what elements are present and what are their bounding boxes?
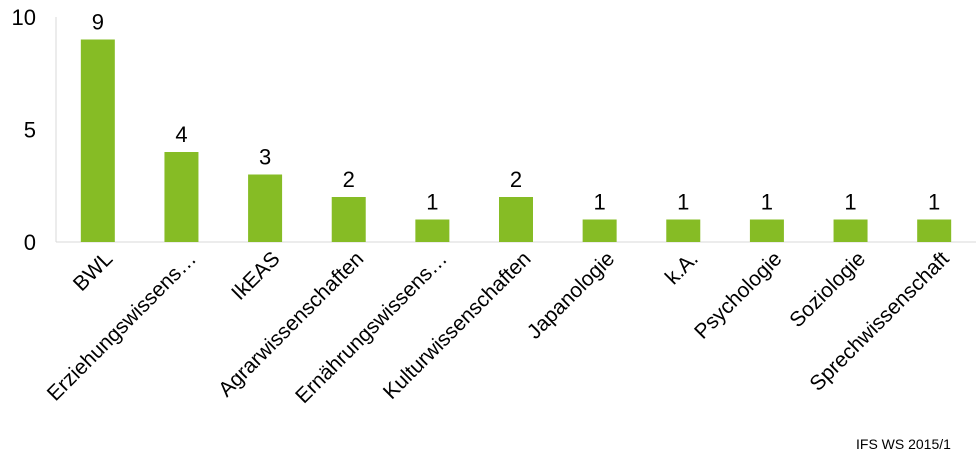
bar (248, 174, 283, 242)
data-label: 1 (594, 190, 606, 215)
bar (499, 197, 533, 242)
category-label: k.A. (661, 247, 703, 289)
y-tick-label: 0 (24, 230, 36, 255)
data-label: 3 (259, 145, 271, 170)
category-label: IkEAS (227, 247, 285, 305)
data-label: 1 (761, 190, 773, 215)
data-labels-group: 9 4 3 2 1 2 1 1 1 1 1 (92, 10, 941, 215)
data-label: 2 (510, 167, 522, 192)
data-label: 1 (928, 190, 940, 215)
bars-group (80, 39, 952, 242)
data-label: 1 (677, 190, 689, 215)
category-label: Psychologie (690, 247, 786, 343)
category-label: Erziehungswissens… (43, 247, 201, 405)
category-label: Soziologie (785, 247, 870, 332)
data-label: 1 (426, 190, 438, 215)
category-label: Kulturwissenschaften (379, 247, 536, 404)
bar (917, 219, 952, 242)
data-label: 4 (175, 122, 187, 147)
bar (833, 219, 868, 242)
category-label: Japanologie (523, 247, 619, 343)
data-label: 2 (343, 167, 355, 192)
bar (582, 219, 617, 242)
category-label: Sprechwissenschaft (805, 247, 953, 395)
bar (749, 219, 784, 242)
y-tick-label: 5 (24, 118, 36, 143)
bar (80, 39, 115, 242)
bar (331, 197, 366, 242)
data-label: 9 (92, 10, 104, 35)
bar (415, 219, 450, 242)
category-label: BWL (69, 247, 117, 295)
y-axis-ticks: 0 5 10 (12, 5, 36, 255)
bar (666, 219, 701, 242)
y-tick-label: 10 (12, 5, 36, 30)
footer-text: IFS WS 2015/1 (856, 436, 951, 452)
category-label: Agrarwissenschaften (214, 247, 368, 401)
data-label: 1 (844, 190, 856, 215)
bar (164, 152, 199, 242)
category-label: Ernährungswissens… (291, 247, 452, 408)
